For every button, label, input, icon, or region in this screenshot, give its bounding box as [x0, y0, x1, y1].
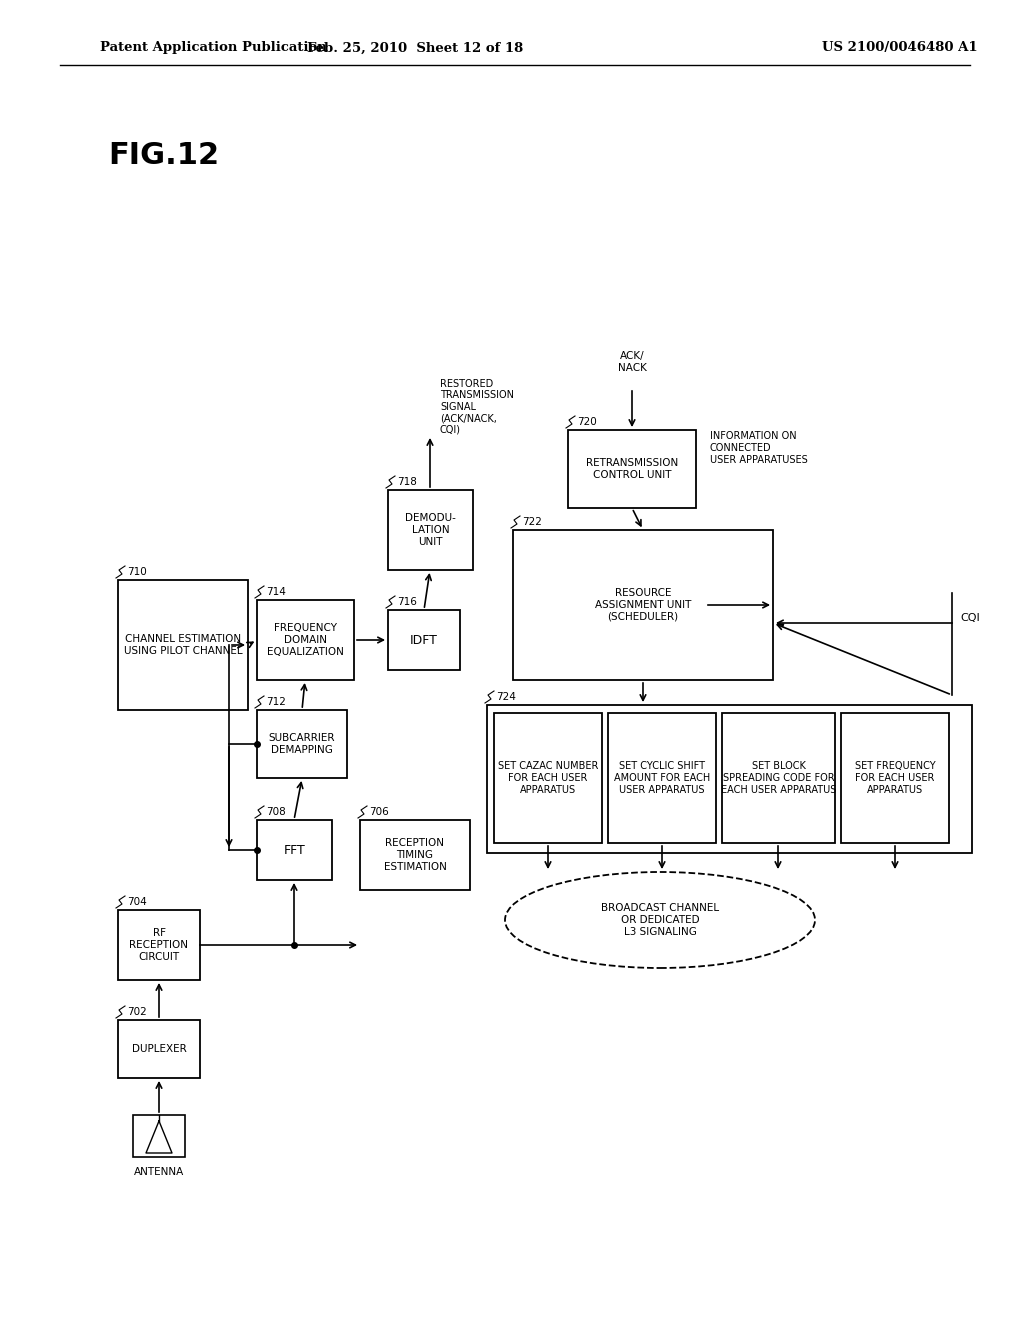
Bar	[118, 1020, 200, 1078]
Text: BROADCAST CHANNEL
OR DEDICATED
L3 SIGNALING: BROADCAST CHANNEL OR DEDICATED L3 SIGNAL…	[601, 903, 719, 937]
Text: FIG.12: FIG.12	[108, 140, 219, 169]
Bar	[388, 490, 473, 570]
Text: 710: 710	[127, 568, 146, 577]
Bar	[118, 579, 248, 710]
Bar	[257, 601, 354, 680]
Text: RETRANSMISSION
CONTROL UNIT: RETRANSMISSION CONTROL UNIT	[586, 458, 678, 479]
Bar	[360, 820, 470, 890]
Text: 708: 708	[266, 807, 286, 817]
Text: ANTENNA: ANTENNA	[134, 1167, 184, 1177]
Text: ACK/
NACK: ACK/ NACK	[617, 351, 646, 374]
Text: 712: 712	[266, 697, 286, 708]
Text: Patent Application Publication: Patent Application Publication	[100, 41, 327, 54]
Bar	[388, 610, 460, 671]
Text: FFT: FFT	[284, 843, 305, 857]
Text: DUPLEXER: DUPLEXER	[132, 1044, 186, 1053]
Text: SET BLOCK
SPREADING CODE FOR
EACH USER APPARATUS: SET BLOCK SPREADING CODE FOR EACH USER A…	[721, 762, 837, 795]
Text: CQI: CQI	[961, 612, 980, 623]
Text: RESTORED
TRANSMISSION
SIGNAL
(ACK/NACK,
CQI): RESTORED TRANSMISSION SIGNAL (ACK/NACK, …	[440, 379, 514, 436]
Ellipse shape	[505, 873, 815, 968]
Bar	[568, 430, 696, 508]
Text: 720: 720	[577, 417, 597, 426]
Bar	[494, 713, 602, 843]
Text: US 2100/0046480 A1: US 2100/0046480 A1	[822, 41, 978, 54]
Text: SET CYCLIC SHIFT
AMOUNT FOR EACH
USER APPARATUS: SET CYCLIC SHIFT AMOUNT FOR EACH USER AP…	[613, 762, 710, 795]
Bar	[118, 909, 200, 979]
Text: 702: 702	[127, 1007, 146, 1016]
Text: RECEPTION
TIMING
ESTIMATION: RECEPTION TIMING ESTIMATION	[384, 838, 446, 871]
Text: 716: 716	[397, 597, 417, 607]
Text: SET CAZAC NUMBER
FOR EACH USER
APPARATUS: SET CAZAC NUMBER FOR EACH USER APPARATUS	[498, 762, 598, 795]
Bar	[608, 713, 716, 843]
Bar	[487, 705, 972, 853]
Text: SUBCARRIER
DEMAPPING: SUBCARRIER DEMAPPING	[268, 733, 335, 755]
Text: 724: 724	[496, 692, 516, 702]
Text: IDFT: IDFT	[410, 634, 438, 647]
Text: FREQUENCY
DOMAIN
EQUALIZATION: FREQUENCY DOMAIN EQUALIZATION	[267, 623, 344, 656]
Text: RESOURCE
ASSIGNMENT UNIT
(SCHEDULER): RESOURCE ASSIGNMENT UNIT (SCHEDULER)	[595, 589, 691, 622]
Text: 722: 722	[522, 517, 542, 527]
Text: DEMODU-
LATION
UNIT: DEMODU- LATION UNIT	[406, 513, 456, 546]
Bar	[722, 713, 835, 843]
Text: 704: 704	[127, 898, 146, 907]
Bar	[133, 1115, 185, 1158]
Text: 714: 714	[266, 587, 286, 597]
Text: SET FREQUENCY
FOR EACH USER
APPARATUS: SET FREQUENCY FOR EACH USER APPARATUS	[855, 762, 935, 795]
Text: 718: 718	[397, 477, 417, 487]
Text: 706: 706	[369, 807, 389, 817]
Text: RF
RECEPTION
CIRCUIT: RF RECEPTION CIRCUIT	[129, 928, 188, 961]
Text: CHANNEL ESTIMATION
USING PILOT CHANNEL: CHANNEL ESTIMATION USING PILOT CHANNEL	[124, 634, 243, 656]
Bar	[257, 820, 332, 880]
Bar	[257, 710, 347, 777]
Text: Feb. 25, 2010  Sheet 12 of 18: Feb. 25, 2010 Sheet 12 of 18	[307, 41, 523, 54]
Bar	[513, 531, 773, 680]
Text: INFORMATION ON
CONNECTED
USER APPARATUSES: INFORMATION ON CONNECTED USER APPARATUSE…	[710, 432, 808, 465]
Bar	[841, 713, 949, 843]
